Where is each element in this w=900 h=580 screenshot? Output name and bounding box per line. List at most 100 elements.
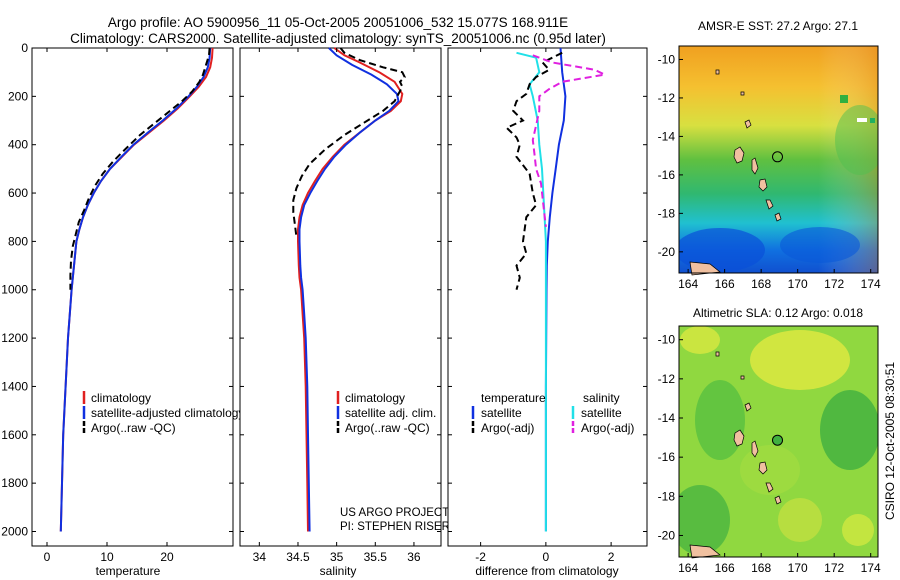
sla-x-tick-label: 166 [715,561,735,575]
temperature-y-ticks: 0 200 400 600 800 1000 1200 1400 1600 1800 2000 [1,41,233,538]
temperature-axes-frame [31,47,234,547]
legend-label-sal-argo-diff: Argo(-adj) [581,421,634,435]
temperature-x-ticks: 0 10 20 [44,48,174,564]
salinity-legend: climatology satellite adj. clim. Argo(..… [336,391,436,435]
sal-x-tick-label: 36 [407,550,421,564]
sla-x-tick-label: 172 [824,561,844,575]
legend-label-temp-argo: Argo(-adj) [481,421,534,435]
timestamp-stamp: CSIRO 12-Oct-2005 08:30:51 [883,362,897,520]
sst-map-frame [678,45,879,274]
sla-map-panel: Altimetric SLA: 0.12 Argo: 0.018 164 166 1 [658,306,881,575]
sal-series-argo-raw-qc [292,47,406,237]
legend-label-satellite-adjusted: satellite-adjusted climatology [91,406,244,420]
temp-y-tick-label: 1800 [1,476,28,490]
temp-y-tick-label: 1000 [1,283,28,297]
salinity-x-label: salinity [320,564,357,578]
legend-label-sal-satellite-diff: satellite [581,406,622,420]
sst-y-tick-label: -18 [658,206,676,220]
temp-y-tick-label: 1400 [1,379,28,393]
temperature-x-label: temperature [96,564,161,578]
sla-map-frame [678,325,879,558]
difference-x-ticks: -2 0 2 [475,48,615,564]
sst-map-x-ticks: 164 166 168 170 172 174 [678,269,881,291]
temp-series-argo-raw-qc [69,47,211,290]
legend-label-sal-climatology: climatology [345,391,405,405]
legend-label-climatology: climatology [91,391,151,405]
difference-axes-frame [447,47,648,547]
sst-map-panel: AMSR-E SST: 27.2 Argo: 27.1 164 166 168 170… [658,19,881,291]
figure-title-line1: Argo profile: AO 5900956_11 05-Oct-2005 … [108,15,568,30]
temperature-panel: 0 200 400 600 800 1000 1200 1400 1600 1800 2000 0 1… [1,41,244,578]
sst-y-tick-label: -14 [658,129,676,143]
sst-map-field [679,46,878,273]
sal-x-tick-label: 35 [330,550,344,564]
legend-label-sal-argo: Argo(..raw -QC) [345,421,430,435]
sst-y-tick-label: -20 [658,245,676,259]
sst-map-islands [689,69,782,276]
sla-map-islands [689,351,782,559]
temp-y-tick-label: 1200 [1,331,28,345]
sla-x-tick-label: 170 [788,561,808,575]
diff-series-temperature-argo-adj [504,51,563,290]
temp-y-tick-label: 2000 [1,524,28,538]
sla-map-title: Altimetric SLA: 0.12 Argo: 0.018 [693,306,863,320]
temp-x-tick-label: 10 [100,550,114,564]
difference-series-group [504,47,608,532]
legend-heading-temperature: temperature [481,391,546,405]
salinity-axes-frame [239,47,442,547]
legend-heading-salinity: salinity [583,391,620,405]
temp-y-tick-label: 600 [8,186,28,200]
temp-y-tick-label: 0 [21,41,28,55]
diff-x-tick-label: 2 [608,550,615,564]
sla-y-tick-label: -14 [658,411,676,425]
sst-x-tick-label: 166 [715,277,735,291]
sla-argo-location-marker [772,434,783,446]
salinity-x-ticks: 34 34.5 35 35.5 36 [253,48,421,564]
salinity-panel: 34 34.5 35 35.5 36 salinity climatology sate… [239,47,450,578]
sla-y-tick-label: -10 [658,333,676,347]
sla-y-tick-label: -16 [658,450,676,464]
sal-x-tick-label: 35.5 [364,550,388,564]
salinity-y-ticks [240,47,441,532]
sst-x-tick-label: 172 [824,277,844,291]
sla-x-tick-label: 168 [751,561,771,575]
sst-y-tick-label: -16 [658,168,676,182]
diff-series-salinity-satellite [516,51,547,532]
sla-x-tick-label: 174 [861,561,881,575]
diff-series-salinity-argo-adj [531,54,608,228]
sst-x-tick-label: 174 [861,277,881,291]
difference-panel: -2 0 2 difference from climatology tempera… [447,47,648,578]
difference-legend: temperature salinity satellite Argo(-adj… [471,391,634,435]
credit-pi: PI: STEPHEN RISER [340,521,450,533]
diff-x-tick-label: 0 [543,550,550,564]
temperature-legend: climatology satellite-adjusted climatolo… [82,391,244,435]
sla-y-tick-label: -12 [658,372,676,386]
temperature-series-group [59,47,214,532]
temp-y-tick-label: 200 [8,89,28,103]
diff-x-tick-label: -2 [475,550,486,564]
sal-series-climatology [297,47,404,532]
credit-project: US ARGO PROJECT [340,507,449,519]
sal-x-tick-label: 34 [253,550,267,564]
sst-argo-location-marker [772,151,783,163]
sst-y-tick-label: -10 [658,52,676,66]
sla-map-y-ticks: -10 -12 -14 -16 -18 -20 [658,333,683,542]
sla-x-tick-label: 164 [678,561,698,575]
sal-series-satellite-adj-clim [298,47,400,532]
temp-series-satellite-adjusted-climatology [59,47,212,532]
sst-x-tick-label: 170 [788,277,808,291]
sla-y-tick-label: -18 [658,489,676,503]
figure-title-line2: Climatology: CARS2000. Satellite-adjuste… [70,31,606,46]
temp-y-tick-label: 800 [8,234,28,248]
sst-map-title: AMSR-E SST: 27.2 Argo: 27.1 [698,19,858,33]
sla-map-x-ticks: 164 166 168 170 172 174 [678,553,881,575]
sst-map-y-ticks: -10 -12 -14 -16 -18 -20 [658,52,683,259]
sst-x-tick-label: 164 [678,277,698,291]
difference-y-ticks [448,47,647,532]
legend-label-argo: Argo(..raw -QC) [91,421,176,435]
legend-label-sal-satellite: satellite adj. clim. [345,406,436,420]
sst-y-tick-label: -12 [658,91,676,105]
temp-y-tick-label: 400 [8,138,28,152]
sal-x-tick-label: 34.5 [286,550,310,564]
